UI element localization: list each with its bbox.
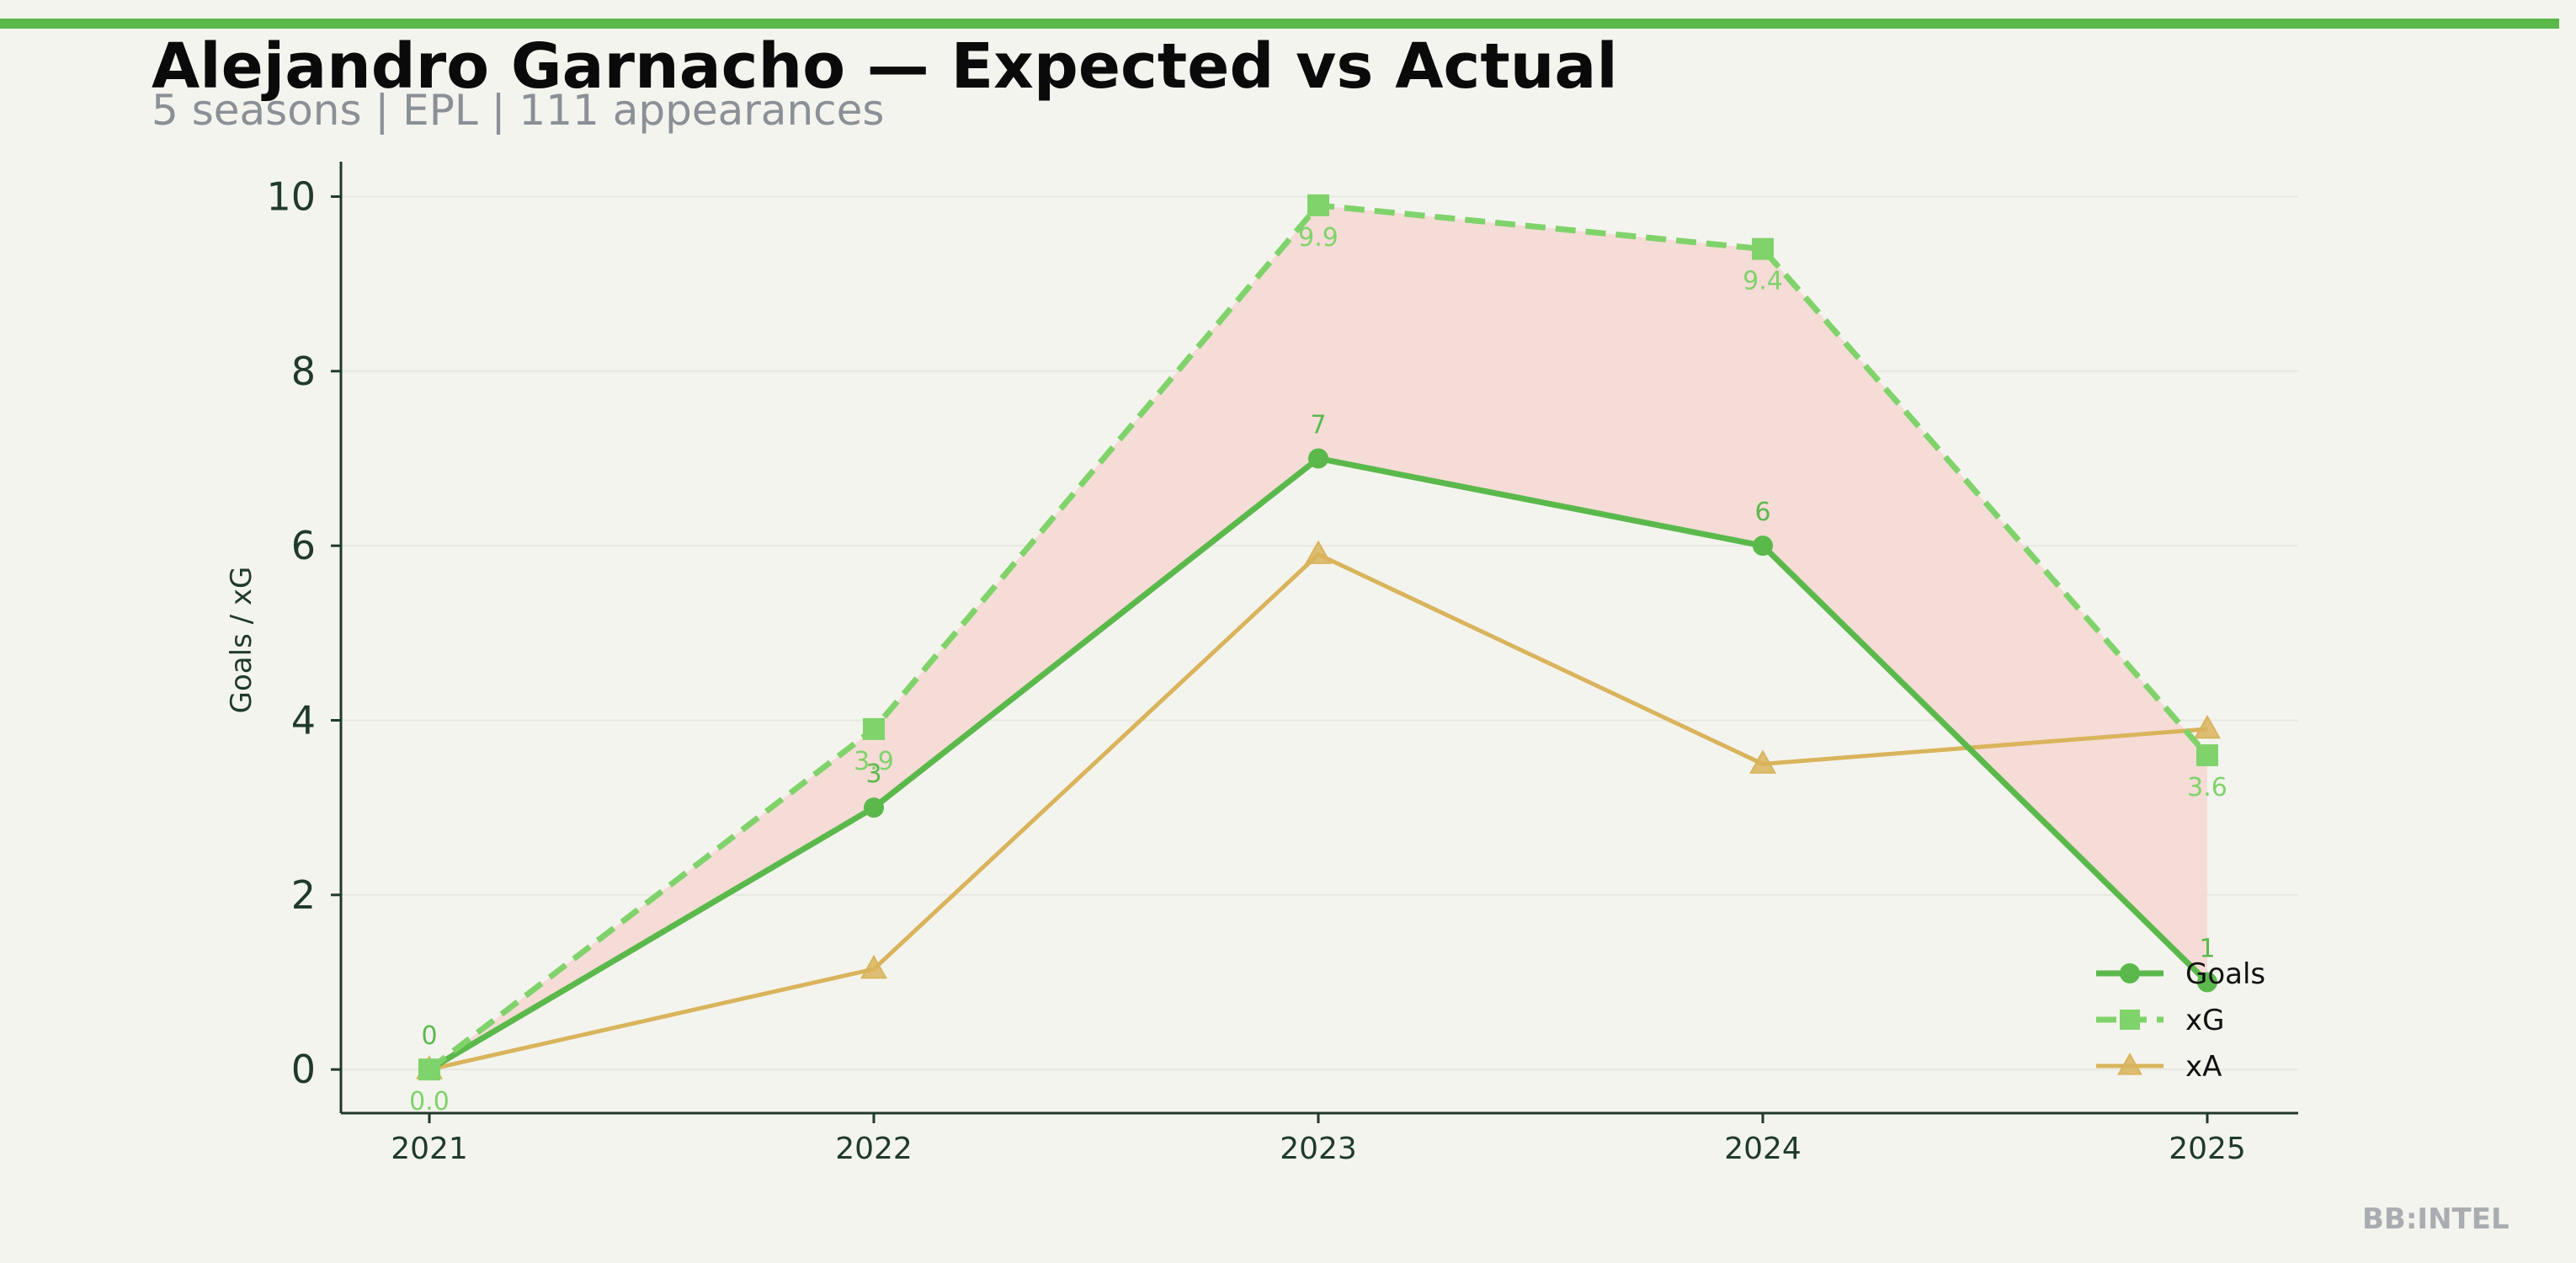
x-tick-label: 2022 xyxy=(835,1132,913,1166)
goals-value-label: 0 xyxy=(421,1021,437,1051)
xg-value-label: 3.6 xyxy=(2187,773,2227,802)
legend-marker-xa xyxy=(2117,1052,2142,1075)
legend-label-xg: xG xyxy=(2185,1004,2224,1037)
xg-value-label: 9.4 xyxy=(1743,267,1783,296)
gap-fill xyxy=(429,205,2207,1070)
xg-point xyxy=(1307,194,1329,216)
y-tick-label: 0 xyxy=(291,1047,316,1092)
brand-watermark: BB:INTEL xyxy=(2362,1202,2509,1236)
goals-value-label: 7 xyxy=(1310,410,1326,440)
x-tick-label: 2024 xyxy=(1724,1132,1802,1166)
xg-goals-gap-area xyxy=(429,205,2207,1070)
legend-label-goals: Goals xyxy=(2185,957,2265,991)
y-tick-label: 2 xyxy=(291,872,316,918)
y-axis-label: Goals / xG xyxy=(225,567,258,714)
xa-point xyxy=(1304,540,1333,564)
xa-point xyxy=(1748,749,1777,774)
series xyxy=(415,194,2222,1081)
y-tick-label: 8 xyxy=(291,349,316,394)
y-tick-label: 4 xyxy=(291,697,316,743)
y-tick-label: 10 xyxy=(266,173,316,219)
goals-point xyxy=(864,797,884,818)
x-tick-label: 2025 xyxy=(2169,1132,2246,1166)
goals-value-label: 6 xyxy=(1754,498,1770,527)
xg-point xyxy=(2196,743,2218,766)
xg-value-label: 3.9 xyxy=(854,747,894,776)
xa-point xyxy=(860,954,888,979)
goals-point xyxy=(1308,448,1328,469)
goals-point xyxy=(1753,536,1773,557)
goals-point xyxy=(2197,972,2217,993)
xg-value-label: 9.9 xyxy=(1298,223,1339,253)
legend-label-xa: xA xyxy=(2185,1050,2222,1084)
chart-title: Alejandro Garnacho — Expected vs Actual xyxy=(152,30,1618,103)
xg-value-label: 0.0 xyxy=(409,1087,450,1116)
xg-point xyxy=(418,1058,440,1081)
x-tick-label: 2021 xyxy=(391,1132,468,1166)
chart-subtitle: 5 seasons | EPL | 111 appearances xyxy=(152,86,885,135)
goals-value-label: 3 xyxy=(865,759,881,789)
legend-marker-xg xyxy=(2120,1010,2140,1030)
goals-value-label: 1 xyxy=(2199,934,2215,963)
x-tick-label: 2023 xyxy=(1280,1132,1357,1166)
legend: Goals xG xA xyxy=(2096,957,2265,1084)
xa-point xyxy=(2193,714,2222,739)
accent-bar xyxy=(0,19,2559,29)
legend-marker-goals xyxy=(2120,963,2140,983)
y-tick-label: 6 xyxy=(291,523,316,568)
xg-point xyxy=(1752,237,1774,260)
xg-point xyxy=(863,717,885,740)
data-labels: 0 3 7 6 1 0.0 3.9 9.9 9.4 3.6 xyxy=(409,223,2227,1116)
